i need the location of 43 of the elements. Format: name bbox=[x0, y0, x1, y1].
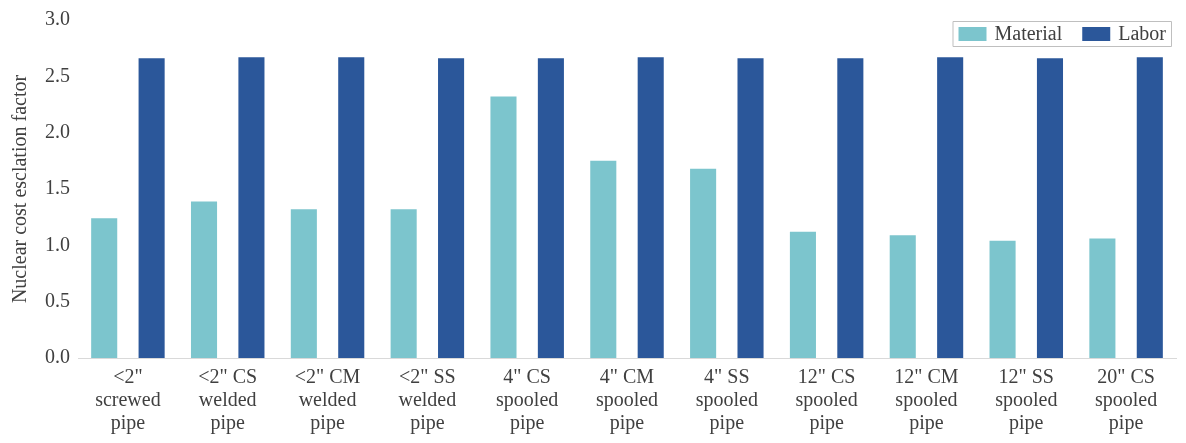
bar bbox=[590, 160, 617, 358]
x-tick-label: 4" SS spooled pipe bbox=[695, 364, 758, 434]
bar bbox=[690, 168, 717, 358]
bar bbox=[190, 201, 218, 358]
legend-label: Labor bbox=[1118, 22, 1167, 45]
bar bbox=[937, 57, 964, 358]
x-tick-label: 12" SS spooled pipe bbox=[995, 364, 1058, 434]
bar bbox=[837, 58, 864, 358]
bar bbox=[238, 57, 265, 358]
x-tick-label: 4" CM spooled pipe bbox=[595, 364, 659, 434]
x-tick-label: 4" CS spooled pipe bbox=[496, 364, 559, 434]
bar bbox=[438, 58, 465, 358]
y-tick-label: 1.5 bbox=[45, 176, 70, 199]
bar bbox=[989, 240, 1016, 358]
y-tick-label: 3.0 bbox=[45, 7, 70, 30]
bar bbox=[1136, 57, 1163, 358]
x-tick-label: <2" screwed pipe bbox=[95, 364, 161, 434]
bar bbox=[637, 57, 664, 358]
x-tick-label: 20" CS spooled pipe bbox=[1094, 364, 1158, 434]
x-tick-label: 12" CS spooled pipe bbox=[795, 364, 858, 434]
bar bbox=[737, 58, 764, 358]
bar bbox=[537, 58, 564, 358]
y-tick-label: 2.5 bbox=[45, 63, 70, 86]
bar bbox=[138, 58, 165, 358]
x-tick-label: <2" CS welded pipe bbox=[198, 364, 258, 434]
y-tick-label: 1.0 bbox=[45, 232, 70, 255]
bar bbox=[338, 57, 365, 358]
legend-label: Material bbox=[994, 22, 1063, 45]
bar bbox=[1089, 238, 1116, 358]
bar bbox=[1036, 58, 1064, 358]
y-tick-label: 0.0 bbox=[45, 345, 70, 368]
bar bbox=[290, 209, 317, 358]
bar bbox=[789, 231, 816, 358]
bar bbox=[390, 209, 417, 358]
bar bbox=[889, 235, 916, 358]
bar bbox=[490, 96, 517, 358]
y-tick-label: 2.0 bbox=[45, 119, 70, 142]
x-tick-label: <2" CM welded pipe bbox=[294, 364, 361, 434]
x-tick-label: <2" SS welded pipe bbox=[398, 364, 457, 434]
x-tick-label: 12" CM spooled pipe bbox=[894, 364, 959, 434]
bar bbox=[91, 218, 118, 358]
y-tick-label: 0.5 bbox=[45, 288, 70, 311]
y-axis-title: Nuclear cost esclation factor bbox=[8, 74, 31, 304]
